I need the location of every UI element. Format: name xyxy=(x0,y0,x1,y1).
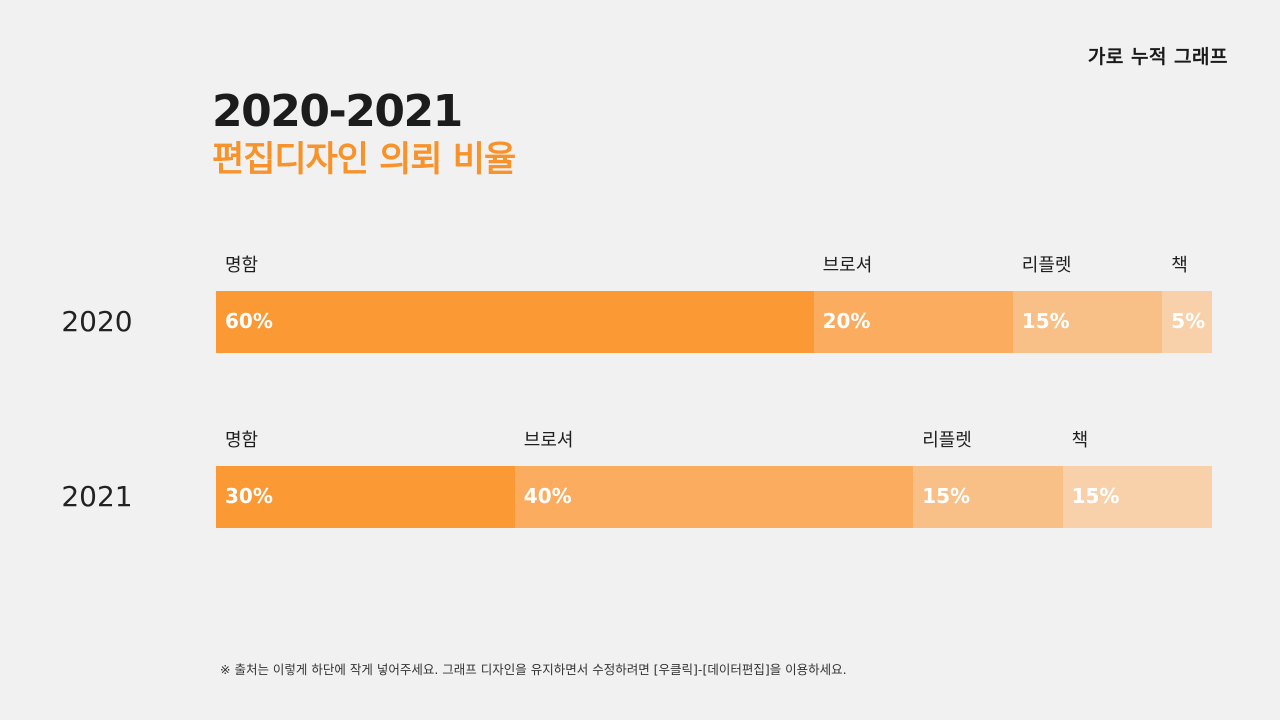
series-label-2021-1: 명함 xyxy=(225,430,259,451)
series-label-2020-1: 명함 xyxy=(225,255,259,276)
bar-segment-2020-4: 5% xyxy=(1162,291,1212,353)
data-label: 20% xyxy=(822,309,871,333)
page-title: 2020-2021 xyxy=(212,86,463,137)
series-label-2021-4: 책 xyxy=(1071,430,1089,451)
bar-segment-2021-3: 15% xyxy=(913,466,1063,528)
series-label-2021-2: 브로셔 xyxy=(523,430,574,451)
bar-segment-2020-3: 15% xyxy=(1012,291,1163,353)
year-label-2020: 2020 xyxy=(61,305,133,338)
footnote: ※ 출처는 이렇게 하단에 작게 넣어주세요. 그래프 디자인을 유지하면서 수… xyxy=(220,662,847,677)
data-label: 40% xyxy=(523,484,572,508)
bar-segment-2021-4: 15% xyxy=(1062,466,1212,528)
page-subtitle: 편집디자인 의뢰 비율 xyxy=(212,140,516,180)
bar-segment-2021-2: 40% xyxy=(514,466,914,528)
data-label: 15% xyxy=(1021,309,1070,333)
data-label: 5% xyxy=(1171,309,1206,333)
bar-segment-2020-2: 20% xyxy=(813,291,1013,353)
data-label: 15% xyxy=(922,484,971,508)
series-label-2020-2: 브로셔 xyxy=(822,255,873,276)
series-label-2021-3: 리플렛 xyxy=(922,430,972,451)
series-label-2020-3: 리플렛 xyxy=(1021,255,1072,276)
year-label-2021: 2021 xyxy=(61,480,133,513)
data-label: 60% xyxy=(225,309,273,333)
bar-segment-2020-1: 60% xyxy=(216,291,814,353)
data-label: 15% xyxy=(1071,484,1120,508)
bar-segment-2021-1: 30% xyxy=(216,466,515,528)
series-label-2020-4: 책 xyxy=(1171,255,1188,276)
chart-type-label: 가로 누적 그래프 xyxy=(1087,46,1228,68)
data-label: 30% xyxy=(225,484,273,508)
